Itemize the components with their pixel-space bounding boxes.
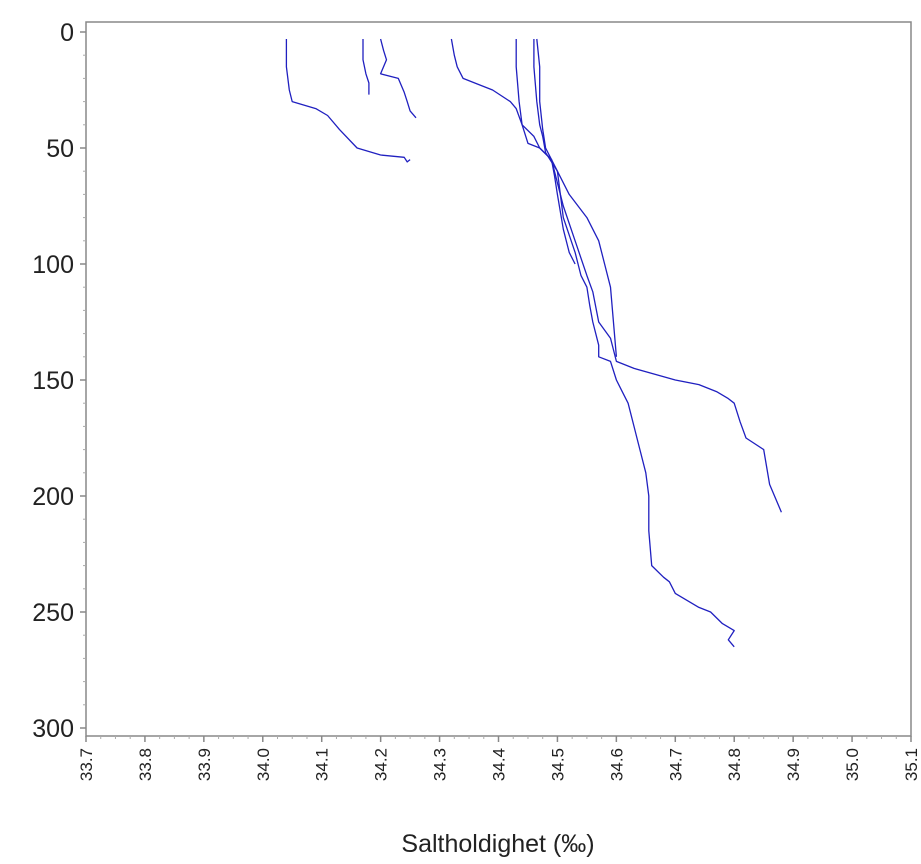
x-tick-label: 35.1 (902, 748, 921, 781)
x-tick-label: 35.0 (843, 748, 862, 781)
y-tick-label: 50 (46, 135, 74, 163)
y-axis: 0 50 100 150 200 250 300 (32, 19, 86, 743)
x-tick-label: 34.6 (607, 748, 626, 781)
x-tick-label: 33.7 (77, 748, 96, 781)
x-tick-label: 34.5 (548, 748, 567, 781)
series-line-3 (379, 38, 417, 119)
series-line-6 (533, 39, 618, 357)
x-tick-label: 34.3 (431, 748, 450, 781)
series-line-5 (515, 39, 782, 513)
x-tick-label: 34.9 (784, 748, 803, 781)
x-tick-label: 33.9 (195, 748, 214, 781)
y-tick-label: 250 (32, 599, 74, 627)
x-tick-label: 34.1 (313, 748, 332, 781)
series-line-4 (450, 38, 735, 648)
series-layer (285, 38, 782, 648)
y-tick-label: 150 (32, 367, 74, 395)
y-tick-label: 300 (32, 715, 74, 743)
series-line-2 (362, 39, 370, 95)
x-tick-label: 34.7 (666, 748, 685, 781)
series-line-1 (285, 39, 411, 163)
x-axis-title: Saltholdighet (‰) (401, 830, 594, 858)
y-tick-label: 100 (32, 251, 74, 279)
x-tick-label: 34.0 (254, 748, 273, 781)
y-tick-label: 0 (60, 19, 74, 47)
plot-area-frame (85, 21, 912, 737)
y-tick-label: 200 (32, 483, 74, 511)
x-tick-label: 33.8 (136, 748, 155, 781)
x-axis: 33.7 33.8 33.9 34.0 34.1 34.2 34.3 34.4 34.5 34.6… (77, 736, 921, 781)
x-tick-label: 34.4 (490, 748, 509, 781)
series-line-7 (536, 38, 576, 265)
x-tick-label: 34.8 (725, 748, 744, 781)
x-tick-label: 34.2 (372, 748, 391, 781)
